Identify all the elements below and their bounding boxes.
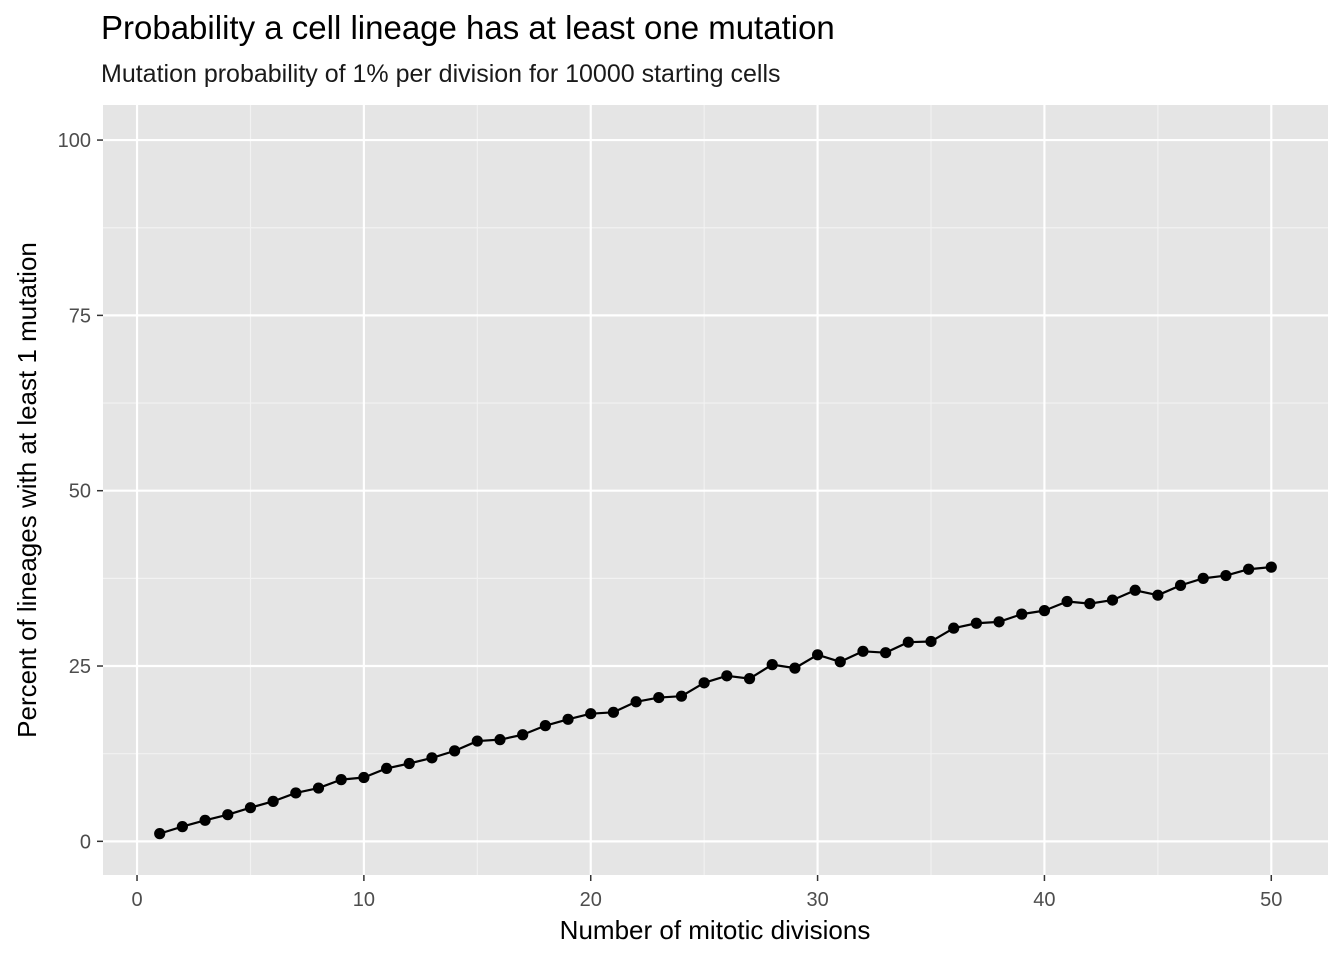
data-point [811,649,824,661]
x-tick-label: 30 [806,889,828,911]
y-axis: 0 25 50 75 100 [58,130,103,853]
x-tick-label: 40 [1033,889,1055,911]
data-point [743,673,756,685]
data-point [948,622,960,634]
data-point [222,809,234,821]
y-axis-title: Percent of lineages with at least 1 muta… [12,242,42,738]
data-point [267,795,279,807]
data-point [993,616,1005,628]
data-point [358,771,370,784]
data-point [1106,594,1119,606]
major-gridlines [103,105,1328,875]
chart-title: Probability a cell lineage has at least … [101,9,835,46]
data-point [449,745,461,757]
data-point [290,787,302,799]
data-point [1265,561,1277,573]
data-point [789,662,801,674]
y-tick-label: 0 [80,831,91,853]
data-point [471,735,483,747]
data-point [925,635,937,648]
data-point [1220,569,1232,582]
x-tick-label: 0 [131,889,142,911]
data-point [494,734,506,746]
data-point [607,706,620,718]
data-point [1243,563,1255,575]
data-point [630,696,642,708]
data-point [1152,589,1164,601]
x-axis-title: Number of mitotic divisions [560,915,871,945]
y-tick-label: 50 [69,481,91,503]
data-point [585,708,597,720]
data-point [244,802,257,814]
data-point [403,757,415,770]
data-point [675,690,688,702]
data-point [857,645,869,657]
data-point [902,636,914,648]
data-point [335,774,347,786]
data-point [1174,579,1187,591]
data-point [1061,595,1073,608]
data-point [1038,605,1051,617]
data-point [880,647,892,659]
data-point [1197,572,1209,584]
data-point [426,752,438,764]
data-point [1129,584,1141,596]
data-point [1016,608,1028,620]
data-point [176,821,188,833]
data-point [154,828,166,840]
x-tick-label: 20 [580,889,602,911]
data-point [380,762,393,775]
series-layer [154,561,1277,840]
data-point [562,713,574,725]
data-point [766,659,778,671]
y-tick-label: 100 [58,130,91,152]
data-point [199,814,211,826]
x-tick-label: 10 [353,889,375,911]
y-tick-label: 25 [69,656,91,678]
y-tick-label: 75 [69,305,91,327]
data-point [698,677,710,689]
data-point [1084,598,1096,610]
data-point [721,670,733,682]
x-tick-label: 50 [1260,889,1282,911]
chart-subtitle: Mutation probability of 1% per division … [101,60,781,88]
data-point [539,720,551,732]
data-point [517,729,529,741]
data-point [312,782,325,794]
data-point [653,691,665,704]
data-point [970,617,982,629]
data-point [834,656,846,668]
x-axis: 0 10 20 30 40 50 [131,875,1282,911]
